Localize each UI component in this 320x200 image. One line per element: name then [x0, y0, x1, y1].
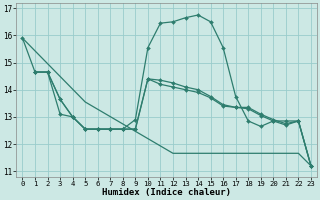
X-axis label: Humidex (Indice chaleur): Humidex (Indice chaleur)	[102, 188, 231, 197]
